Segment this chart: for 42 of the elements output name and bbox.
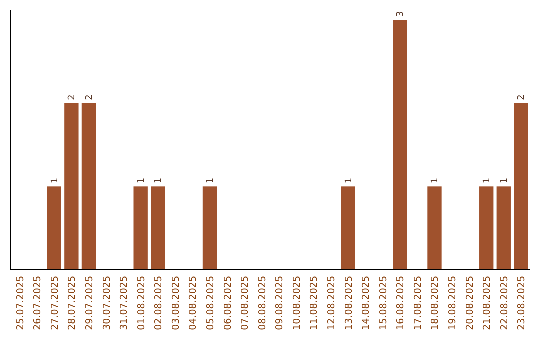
data-label: 1 — [136, 178, 147, 184]
x-tick-label: 21.08.2025 — [482, 276, 494, 330]
x-tick-label: 03.08.2025 — [170, 276, 182, 330]
x-tick-label: 01.08.2025 — [136, 276, 148, 330]
x-tick-label: 16.08.2025 — [396, 276, 407, 330]
x-tick-label: 28.07.2025 — [67, 276, 78, 330]
data-label: 3 — [396, 11, 406, 17]
x-tick-label: 30.07.2025 — [102, 276, 113, 330]
x-tick-label: 08.08.2025 — [257, 276, 268, 330]
x-tick-label: 22.08.2025 — [499, 276, 510, 330]
x-tick-label: 04.08.2025 — [188, 276, 200, 330]
x-tick-label: 10.08.2025 — [292, 276, 303, 330]
data-label: 2 — [517, 94, 528, 100]
x-tick-label: 09.08.2025 — [274, 276, 286, 330]
data-label: 1 — [500, 178, 510, 184]
data-label: 1 — [430, 178, 441, 184]
x-tick-label: 27.07.2025 — [50, 276, 61, 330]
data-label: 1 — [206, 178, 216, 184]
x-tick-label: 13.08.2025 — [344, 276, 355, 330]
x-tick-label: 05.08.2025 — [205, 276, 216, 330]
x-tick-label: 18.08.2025 — [430, 276, 442, 330]
x-tick-label: 02.08.2025 — [154, 276, 165, 330]
x-tick-label: 12.08.2025 — [326, 276, 338, 330]
x-tick-label: 19.08.2025 — [448, 276, 459, 330]
x-tick-label: 11.08.2025 — [309, 276, 320, 330]
x-tick-label: 31.07.2025 — [119, 276, 130, 330]
data-label: 1 — [50, 178, 60, 184]
x-tick-label: 17.08.2025 — [412, 276, 424, 330]
x-tick-label: 15.08.2025 — [378, 276, 390, 330]
data-label: 1 — [344, 178, 354, 184]
x-tick-label: 14.08.2025 — [361, 276, 372, 330]
x-tick-label: 06.08.2025 — [222, 276, 234, 330]
data-label: 1 — [482, 178, 493, 184]
x-tick-label: 26.07.2025 — [32, 276, 44, 330]
x-tick-label: 29.07.2025 — [84, 276, 96, 330]
x-tick-label: 20.08.2025 — [464, 276, 476, 330]
x-tick-label: 23.08.2025 — [516, 276, 528, 330]
data-label: 2 — [84, 94, 95, 100]
x-tick-label: 25.07.2025 — [15, 276, 26, 330]
data-label: 1 — [154, 178, 164, 184]
data-label: 2 — [68, 94, 78, 100]
x-tick-label: 07.08.2025 — [240, 276, 252, 330]
